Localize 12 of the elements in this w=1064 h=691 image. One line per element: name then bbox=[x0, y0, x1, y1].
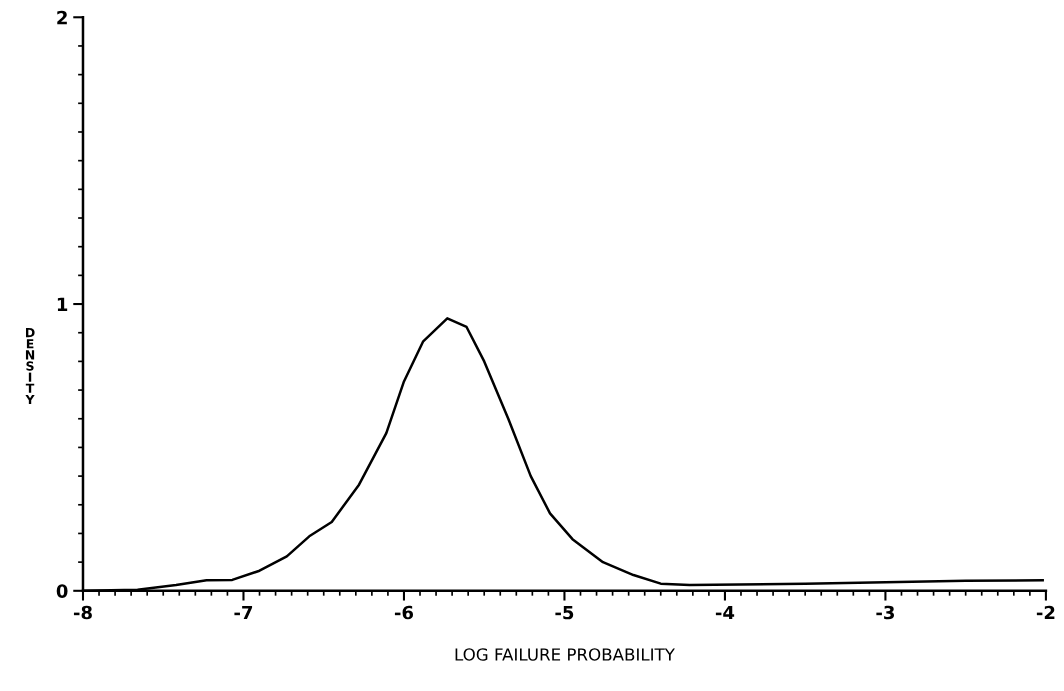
x-tick-label: -3 bbox=[876, 605, 895, 620]
x-tick-label: -6 bbox=[394, 605, 414, 620]
y-axis-title: DENSITY bbox=[25, 328, 35, 405]
x-tick-label: -4 bbox=[715, 605, 735, 620]
y-tick-label: 0 bbox=[56, 584, 68, 598]
x-tick-label: -5 bbox=[555, 605, 574, 620]
x-tick-label: -7 bbox=[234, 605, 253, 620]
y-tick-label: 2 bbox=[57, 10, 67, 25]
x-tick-label: -8 bbox=[73, 605, 92, 620]
x-axis-title: LOG FAILURE PROBABILITY bbox=[455, 648, 675, 661]
x-tick-label: -2 bbox=[1036, 605, 1055, 620]
y-tick-label: 1 bbox=[57, 297, 68, 311]
